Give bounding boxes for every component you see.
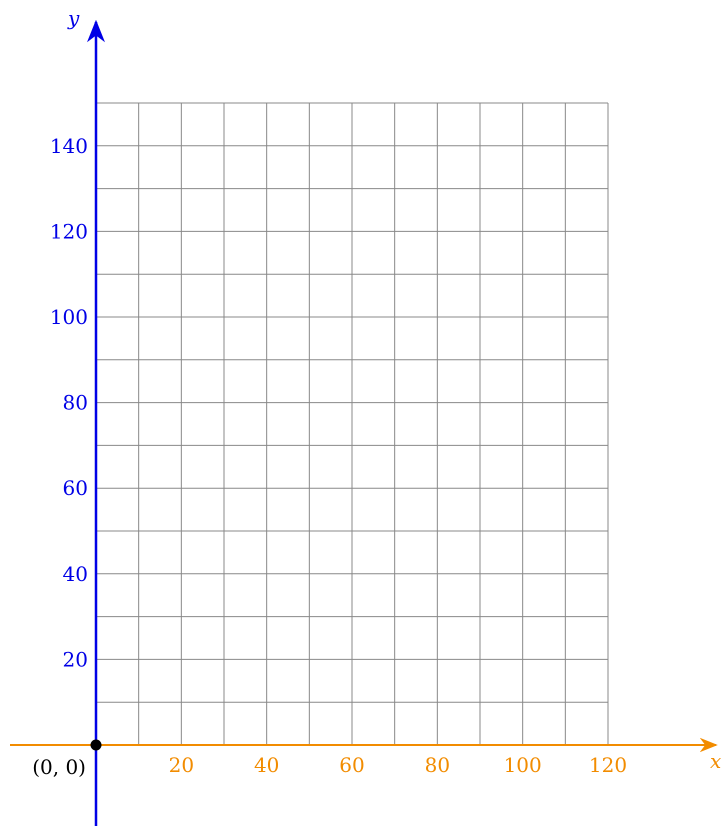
x-tick-labels: 20 40 60 80 100 120 (169, 753, 627, 777)
x-tick-label: 120 (589, 753, 627, 777)
data-points: (0, 0) (32, 739, 102, 779)
y-tick-label: 60 (63, 476, 88, 500)
y-tick-label: 80 (63, 391, 88, 415)
y-tick-label: 20 (63, 647, 88, 671)
y-tick-label: 40 (63, 562, 88, 586)
grid-lines (95, 102, 609, 746)
y-tick-label: 120 (50, 219, 88, 243)
y-tick-labels: 20 40 60 80 100 120 140 (50, 134, 88, 672)
origin-label: (0, 0) (32, 755, 86, 779)
y-tick-label: 140 (50, 134, 88, 158)
x-tick-label: 40 (254, 753, 279, 777)
y-axis-label: y (67, 6, 80, 30)
x-tick-label: 100 (504, 753, 542, 777)
x-tick-label: 80 (425, 753, 450, 777)
x-axis-label: x (710, 749, 721, 773)
origin-point (90, 739, 102, 751)
y-tick-label: 100 (50, 305, 88, 329)
x-tick-label: 20 (169, 753, 194, 777)
x-tick-label: 60 (339, 753, 364, 777)
